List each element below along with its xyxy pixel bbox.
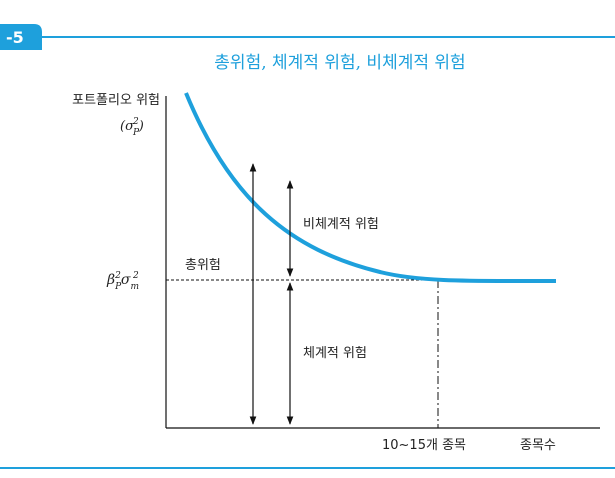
symbol-part: 2 (132, 117, 139, 127)
symbol-part: β (106, 272, 115, 288)
total-risk-curve (184, 92, 557, 284)
symbol-part: P (114, 282, 122, 292)
symbol-part: 2 (132, 271, 139, 281)
symbol-part: ) (138, 119, 144, 134)
x-axis-label: 종목수 (520, 438, 556, 453)
symbol-part: (σ (120, 119, 135, 134)
y-axis-symbol: (σP2) (120, 117, 144, 138)
total-risk-label: 총위험 (185, 258, 221, 273)
symbol-part: σ (121, 272, 131, 288)
level-symbol: βP2σm2 (106, 271, 139, 292)
figure-number: -5 (6, 28, 24, 47)
systematic-label: 체계적 위험 (303, 346, 367, 361)
unsystematic-label: 비체계적 위험 (303, 217, 379, 232)
symbol-part: 2 (114, 271, 121, 281)
figure-tab (0, 24, 42, 50)
symbol-part: P (132, 128, 140, 138)
y-axis-label: 포트폴리오 위험 (72, 93, 160, 108)
x-axis-marker: 10~15개 종목 (382, 438, 466, 453)
symbol-part: m (130, 282, 139, 292)
figure-title: 총위험, 체계적 위험, 비체계적 위험 (214, 53, 465, 73)
